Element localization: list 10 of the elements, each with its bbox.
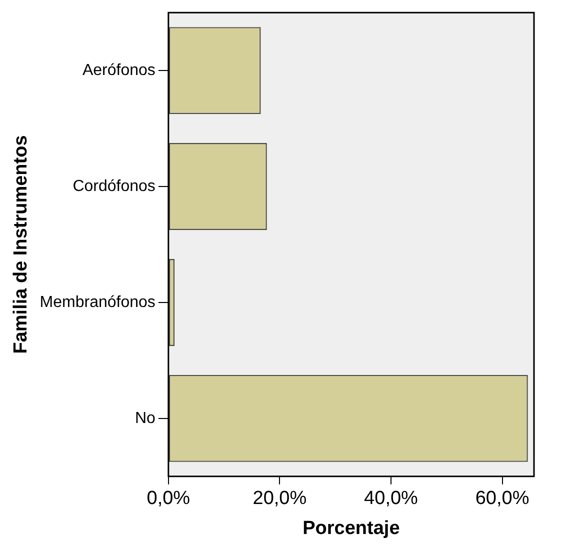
x-tick-label: 40,0% bbox=[364, 488, 418, 510]
x-axis-title: Porcentaje bbox=[302, 518, 400, 539]
y-axis-title: Familia de Instrumentos bbox=[10, 135, 32, 354]
x-tick-label: 20,0% bbox=[252, 488, 307, 510]
x-tick-label: 0,0% bbox=[146, 488, 190, 510]
y-tick-label: Membranófonos bbox=[40, 294, 156, 311]
x-tick-label: 60,0% bbox=[475, 488, 530, 510]
y-tick-label: Cordófonos bbox=[72, 178, 156, 195]
y-tick-label: No bbox=[134, 410, 156, 427]
y-tick-label: Aerófonos bbox=[82, 62, 156, 79]
